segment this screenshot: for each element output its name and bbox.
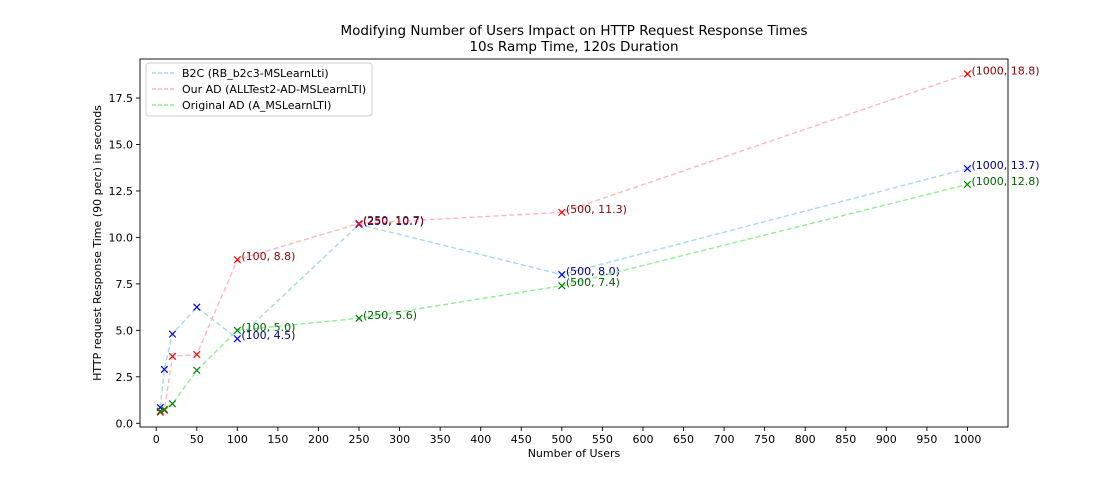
x-tick-label: 500 — [551, 433, 572, 446]
data-point-marker — [558, 270, 566, 279]
plot-frame — [139, 58, 1009, 428]
marker-stroke — [193, 366, 201, 375]
y-tick-label: 5.0 — [116, 324, 134, 337]
data-label: (500, 11.3) — [566, 203, 627, 216]
data-point-marker — [193, 366, 201, 375]
x-tick-label: 0 — [153, 433, 160, 446]
marker-stroke — [558, 282, 566, 290]
x-tick-label: 650 — [673, 433, 694, 446]
series-line-2 — [159, 183, 968, 412]
series-line-1 — [159, 73, 968, 413]
data-point-marker — [160, 405, 169, 414]
data-point-marker — [168, 400, 177, 408]
legend-label-our-ad: Our AD (ALLTest2-AD-MSLearnLTI) — [182, 83, 366, 96]
marker-stroke — [168, 330, 177, 338]
marker-stroke — [558, 270, 566, 279]
x-tick-label: 450 — [511, 433, 532, 446]
data-point-marker — [963, 70, 972, 78]
data-point-marker — [355, 220, 363, 229]
marker-stroke — [355, 219, 363, 228]
marker-stroke — [355, 220, 363, 229]
data-point-marker — [168, 352, 177, 361]
marker-stroke — [558, 208, 566, 217]
marker-stroke — [193, 350, 201, 359]
data-point-marker — [558, 282, 566, 290]
data-label: (1000, 13.7) — [971, 159, 1039, 172]
data-point-marker — [963, 164, 972, 173]
x-tick-label: 200 — [308, 433, 329, 446]
y-tick-label: 0.0 — [116, 417, 134, 430]
data-label: (100, 5.0) — [241, 321, 295, 334]
plot-area: 0 50 100 150 200 250 300 350 400 450 500 550 600 650 7… — [109, 64, 1040, 446]
data-point-marker — [558, 208, 566, 217]
y-tick-label: 7.5 — [116, 278, 134, 291]
x-tick-label: 800 — [795, 433, 816, 446]
data-point-marker — [355, 219, 363, 228]
data-point-marker — [233, 326, 242, 335]
series-line-0 — [159, 167, 968, 408]
legend-label-original-ad: Original AD (A_MSLearnLTI) — [182, 99, 331, 112]
marker-stroke — [160, 405, 169, 414]
x-tick-label: 850 — [835, 433, 856, 446]
data-point-marker — [168, 330, 177, 338]
marker-stroke — [156, 407, 165, 415]
y-axis-label: HTTP request Response Time (90 perc) in … — [91, 105, 104, 381]
x-tick-label: 700 — [714, 433, 735, 446]
data-label: (1000, 12.8) — [971, 175, 1039, 188]
x-tick-label: 550 — [592, 433, 613, 446]
data-label: (1000, 18.8) — [971, 64, 1039, 77]
y-tick-label: 10.0 — [109, 231, 134, 244]
marker-stroke — [168, 352, 177, 361]
y-tick-label: 12.5 — [109, 185, 134, 198]
data-point-marker — [355, 314, 363, 322]
data-point-marker — [193, 350, 201, 359]
x-tick-label: 600 — [632, 433, 653, 446]
x-tick-label: 350 — [430, 433, 451, 446]
data-label: (100, 4.5) — [241, 329, 295, 342]
data-point-marker — [160, 365, 169, 374]
data-point-marker — [233, 256, 242, 264]
marker-stroke — [963, 70, 972, 78]
marker-stroke — [963, 180, 972, 189]
data-point-marker — [963, 180, 972, 189]
x-tick-label: 50 — [190, 433, 204, 446]
marker-stroke — [355, 314, 363, 322]
data-label: (250, 5.6) — [363, 309, 417, 322]
x-tick-label: 400 — [470, 433, 491, 446]
x-tick-label: 150 — [267, 433, 288, 446]
data-label: (100, 8.8) — [241, 250, 295, 263]
legend-label-b2c: B2C (RB_b2c3-MSLearnLti) — [182, 67, 329, 80]
y-tick-label: 17.5 — [109, 92, 134, 105]
data-label: (500, 8.0) — [566, 265, 620, 278]
marker-stroke — [168, 400, 177, 408]
marker-stroke — [193, 303, 201, 311]
marker-stroke — [963, 164, 972, 173]
x-tick-label: 900 — [876, 433, 897, 446]
data-label: (500, 7.4) — [566, 276, 620, 289]
x-tick-label: 950 — [916, 433, 937, 446]
marker-stroke — [233, 256, 242, 264]
x-tick-label: 100 — [227, 433, 248, 446]
y-tick-label: 2.5 — [116, 371, 134, 384]
marker-stroke — [160, 365, 169, 374]
legend: B2C (RB_b2c3-MSLearnLti) Our AD (ALLTest… — [145, 62, 373, 117]
data-point-marker — [233, 334, 242, 343]
marker-stroke — [233, 326, 242, 335]
x-tick-label: 750 — [754, 433, 775, 446]
x-tick-label: 1000 — [953, 433, 981, 446]
legend-box — [145, 62, 373, 117]
data-point-marker — [193, 303, 201, 311]
data-point-marker — [156, 407, 165, 415]
y-tick-label: 15.0 — [109, 138, 134, 151]
marker-stroke — [233, 334, 242, 343]
chart-subtitle: 10s Ramp Time, 120s Duration — [469, 39, 678, 55]
data-label: (250, 10.7) — [363, 214, 424, 227]
x-tick-label: 300 — [389, 433, 410, 446]
x-tick-label: 250 — [349, 433, 370, 446]
x-axis-label: Number of Users — [528, 447, 621, 460]
chart-title: Modifying Number of Users Impact on HTTP… — [340, 23, 807, 39]
